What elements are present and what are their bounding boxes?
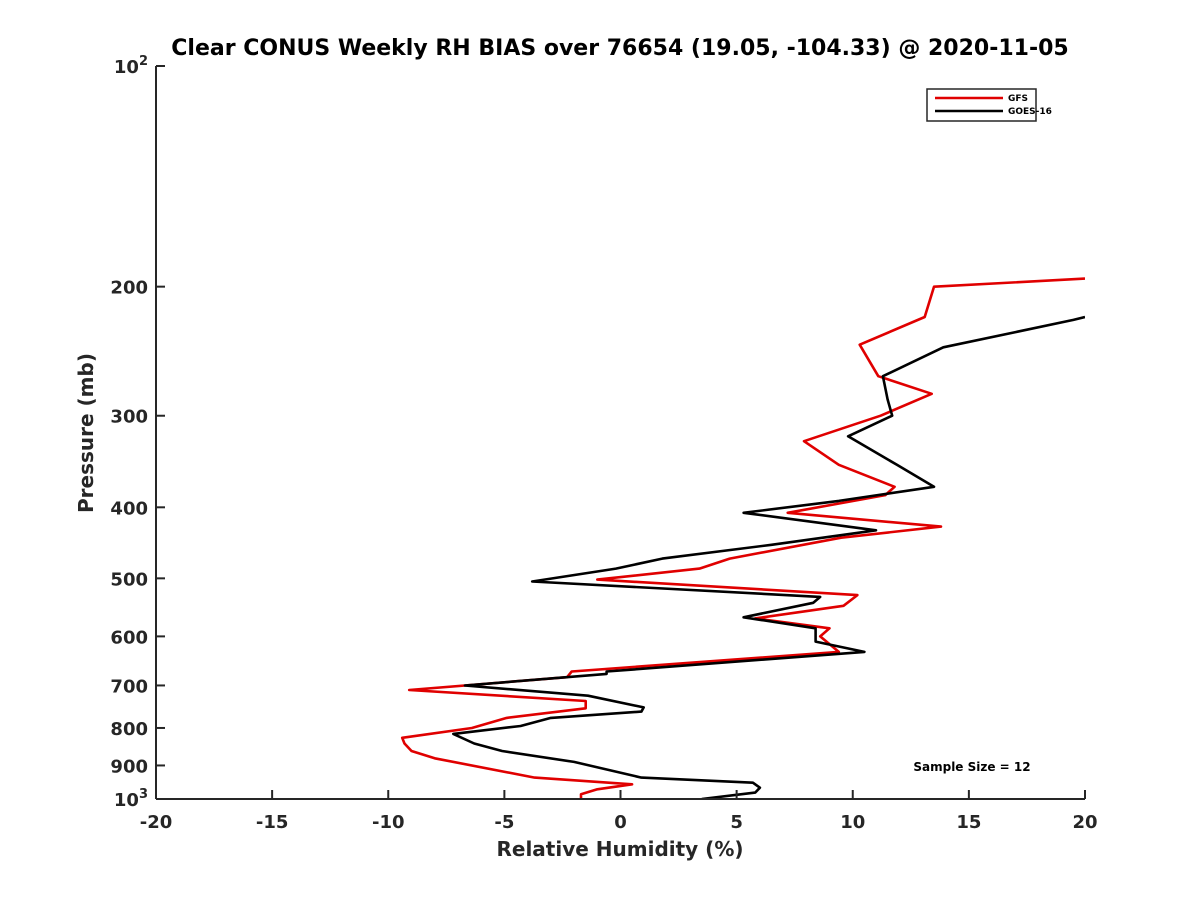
y-tick-label: 102 — [114, 54, 148, 78]
legend: GFS GOES-16 — [926, 88, 1052, 122]
legend-label: GOES-16 — [1008, 107, 1052, 117]
legend-box — [926, 88, 1037, 122]
y-tick-label: 400 — [110, 498, 148, 519]
sample-size-annotation: Sample Size = 12 — [913, 760, 1030, 774]
x-tick-label: -5 — [494, 812, 514, 833]
x-tick-label: 20 — [1072, 812, 1097, 833]
series-lines — [400, 277, 1085, 799]
legend-label: GFS — [1008, 94, 1028, 104]
chart-title-group: Clear CONUS Weekly RH BIAS over 76654 (1… — [171, 36, 1068, 61]
y-tick-label: 600 — [110, 627, 148, 648]
series-line-goes-16 — [452, 315, 1085, 799]
axes — [155, 65, 1086, 800]
y-tick-label: 500 — [110, 569, 148, 590]
series-line-gfs — [400, 277, 1085, 799]
x-tick-label: -15 — [256, 812, 289, 833]
x-tick-label: 5 — [730, 812, 743, 833]
x-tick-label: 0 — [614, 812, 627, 833]
y-tick-label: 200 — [110, 278, 148, 299]
y-tick-label: 103 — [114, 787, 148, 811]
y-tick-labels: 102 200 300 400 500 600 700 800 900 103 — [110, 54, 148, 811]
x-axis-label: Relative Humidity (%) — [496, 837, 743, 861]
x-tick-label: 10 — [840, 812, 865, 833]
y-tick-label: 900 — [110, 756, 148, 777]
x-tick-label: -20 — [140, 812, 173, 833]
x-tick-label: -10 — [372, 812, 405, 833]
y-tick-label: 800 — [110, 719, 148, 740]
x-tick-labels: -20 -15 -10 -5 0 5 10 15 20 — [140, 812, 1098, 833]
x-tick-label: 15 — [956, 812, 981, 833]
y-axis-label: Pressure (mb) — [74, 353, 98, 513]
y-tick-label: 700 — [110, 676, 148, 697]
chart-title: Clear CONUS Weekly RH BIAS over 76654 (1… — [171, 36, 1068, 61]
y-tick-label: 300 — [110, 407, 148, 428]
